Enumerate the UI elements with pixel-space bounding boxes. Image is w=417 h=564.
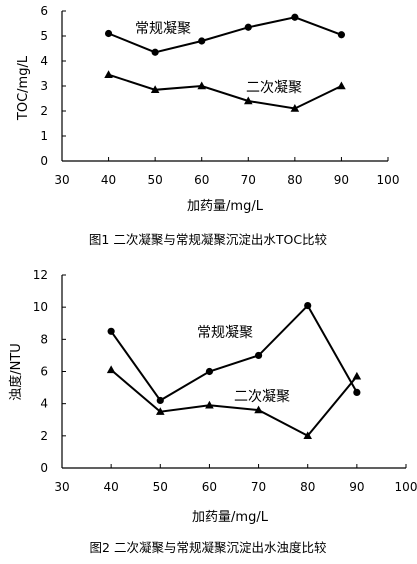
y-axis-label: 浊度/NTU [8,343,24,401]
x-tick-label: 80 [287,173,302,187]
data-point [352,371,362,380]
chart-1: 30 40 50 60 70 80 90 100 0 1 2 3 4 5 6 加药量/mg/L TOC/mg/L… [16,4,399,247]
series-label: 常规凝聚 [197,325,253,341]
data-point [303,431,313,440]
series-label: 二次凝聚 [234,389,290,405]
data-point [290,104,300,112]
data-point [291,13,299,21]
data-point [244,23,252,31]
data-point [150,85,160,93]
y-tick-label: 5 [40,29,48,43]
data-point [337,81,346,90]
x-tick-label: 30 [54,480,69,494]
series-line [108,16,342,54]
series-label: 常规凝聚 [135,21,191,37]
x-axis-label: 加药量/mg/L [187,199,264,214]
data-point [243,96,253,105]
x-tick-label: 90 [349,480,364,494]
chart-2: 30 40 50 60 70 80 90 100 0 2 4 6 8 10 12 加药量/mg/L 浊度/NTU… [8,268,417,555]
x-tick-label: 30 [54,173,69,187]
y-axis-label: TOC/mg/L [16,55,31,121]
y-tick-label: 6 [40,365,48,379]
x-tick-label: 60 [202,480,217,494]
x-tick-label: 40 [101,173,116,187]
data-point [197,81,207,90]
x-tick-label: 60 [194,173,209,187]
data-point [205,400,214,409]
data-point [151,48,159,56]
data-point [337,31,346,39]
figure-caption: 图2 二次凝聚与常规凝聚沉淀出水浊度比较 [90,540,327,555]
data-point [254,405,263,414]
series-2: 二次凝聚 [104,70,346,112]
series-2: 二次凝聚 [106,365,362,440]
data-point [353,388,361,397]
x-tick-label: 90 [334,173,349,187]
x-tick-label: 50 [153,480,168,494]
y-tick-label: 4 [40,397,48,411]
x-axis-label: 加药量/mg/L [192,510,269,525]
y-tick-label: 3 [40,79,48,93]
y-tick-label: 10 [33,300,48,314]
y-tick-label: 8 [40,332,48,346]
x-tick-label: 100 [395,480,417,494]
data-point [304,301,312,310]
series-line [108,73,342,110]
series-line [110,369,358,438]
y-tick-label: 0 [40,461,48,475]
data-point [155,407,165,415]
data-point [104,70,113,78]
x-tick-label: 40 [104,480,119,494]
x-tick-label: 70 [251,480,266,494]
data-point [254,351,263,360]
series-1: 常规凝聚 [104,13,346,56]
x-tick-label: 70 [241,173,256,187]
x-tick-label: 50 [148,173,163,187]
series-label: 二次凝聚 [246,80,302,96]
data-point [156,396,164,405]
data-point [107,327,115,335]
y-tick-label: 1 [40,129,48,143]
data-point [104,29,113,38]
x-tick-label: 100 [377,173,400,187]
y-tick-label: 2 [40,429,48,443]
y-tick-label: 2 [40,104,48,118]
y-tick-label: 12 [33,268,48,282]
series-1: 常规凝聚 [107,301,361,405]
series-line [110,303,358,402]
data-point [205,367,214,376]
data-point [198,37,206,45]
data-point [106,365,116,374]
y-tick-label: 4 [40,54,48,68]
x-tick-label: 80 [300,480,315,494]
y-tick-label: 6 [40,4,48,18]
figure-caption: 图1 二次凝聚与常规凝聚沉淀出水TOC比较 [89,232,328,247]
y-tick-label: 0 [40,154,48,168]
